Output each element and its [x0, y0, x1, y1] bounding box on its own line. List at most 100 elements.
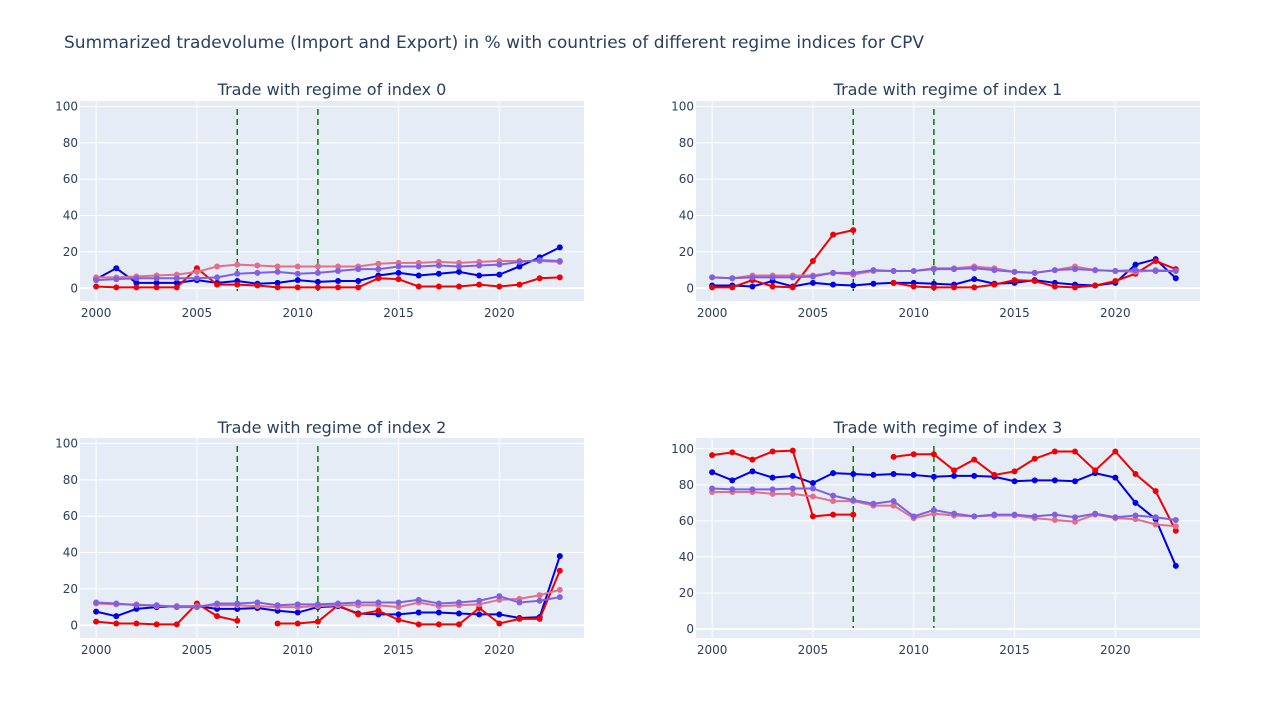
data-point	[133, 275, 140, 282]
data-point	[113, 600, 120, 607]
data-point	[930, 473, 937, 480]
data-point	[951, 266, 958, 273]
x-tick-label: 2020	[1100, 643, 1131, 657]
data-point	[375, 599, 382, 606]
subplot-title: Trade with regime of index 2	[217, 418, 447, 437]
data-point	[294, 277, 301, 284]
y-tick-label: 40	[63, 546, 78, 560]
data-point	[1112, 514, 1119, 521]
data-point	[830, 281, 837, 288]
x-tick-label: 2015	[383, 306, 414, 320]
y-tick-label: 60	[679, 172, 694, 186]
data-point	[556, 258, 563, 264]
data-point	[789, 485, 796, 492]
data-point	[1172, 268, 1179, 274]
data-point	[355, 284, 362, 291]
data-point	[850, 282, 857, 289]
x-tick-label: 2020	[484, 643, 515, 657]
data-point	[1152, 268, 1159, 274]
series-line	[711, 470, 1177, 567]
data-point	[93, 618, 100, 625]
data-point	[556, 567, 563, 574]
series-line	[711, 449, 854, 518]
x-tick-label: 2010	[898, 306, 929, 320]
series-3	[709, 265, 1179, 282]
data-point	[789, 274, 796, 281]
data-point	[375, 607, 382, 614]
data-point	[1152, 514, 1159, 521]
data-point	[274, 263, 281, 270]
subplot-2: 2000 2005 2010 2015 2020 0 20 40 60 80 100	[55, 436, 584, 657]
data-point	[476, 272, 483, 279]
y-tick-label: 0	[70, 281, 78, 295]
y-tick-label: 100	[671, 99, 694, 113]
data-point	[294, 270, 301, 277]
data-point	[1092, 510, 1099, 517]
data-point	[234, 600, 241, 607]
data-point	[809, 273, 816, 280]
data-point	[435, 621, 442, 628]
data-point	[769, 274, 776, 281]
data-point	[1011, 511, 1018, 518]
data-point	[709, 485, 716, 492]
data-point	[890, 502, 897, 509]
data-point	[536, 275, 543, 282]
data-point	[910, 283, 917, 290]
data-point	[536, 615, 543, 622]
data-point	[133, 284, 140, 291]
data-point	[729, 275, 736, 282]
data-point	[556, 553, 563, 560]
data-point	[850, 227, 857, 234]
data-point	[335, 263, 342, 270]
data-point	[415, 596, 422, 603]
data-point	[516, 258, 523, 265]
data-point	[294, 609, 301, 616]
data-point	[113, 276, 120, 283]
data-point	[709, 469, 716, 476]
data-point	[113, 613, 120, 620]
y-tick-label: 40	[679, 550, 694, 564]
data-point	[789, 472, 796, 479]
data-point	[294, 601, 301, 608]
data-point	[415, 263, 422, 270]
data-point	[516, 599, 523, 606]
data-point	[1092, 467, 1099, 474]
data-point	[294, 284, 301, 291]
data-point	[435, 270, 442, 277]
data-point	[254, 282, 261, 289]
data-point	[93, 277, 100, 284]
data-point	[971, 472, 978, 479]
data-point	[769, 283, 776, 290]
series-line	[712, 229, 854, 289]
data-point	[335, 278, 342, 284]
data-point	[749, 456, 756, 463]
data-point	[234, 281, 241, 288]
x-tick-label: 2000	[697, 306, 728, 320]
y-tick-label: 20	[63, 245, 78, 259]
data-point	[496, 620, 503, 627]
data-point	[1112, 474, 1119, 481]
data-point	[456, 263, 463, 270]
data-point	[234, 617, 241, 624]
data-point	[709, 274, 716, 281]
series-line	[96, 260, 560, 279]
y-tick-label: 60	[679, 514, 694, 528]
y-tick-label: 80	[679, 478, 694, 492]
y-tick-label: 80	[63, 136, 78, 150]
data-point	[1051, 267, 1058, 274]
x-tick-label: 2005	[798, 306, 829, 320]
data-point	[890, 268, 897, 274]
data-point	[395, 611, 402, 618]
data-point	[830, 498, 837, 505]
data-point	[536, 257, 543, 264]
data-point	[193, 268, 200, 275]
data-point	[709, 452, 716, 459]
data-point	[536, 597, 543, 604]
data-point	[314, 269, 321, 276]
subplot-title: Trade with regime of index 0	[217, 80, 447, 99]
data-point	[930, 266, 937, 273]
data-point	[496, 593, 503, 600]
data-point	[1132, 499, 1139, 506]
data-point	[556, 244, 563, 251]
data-point	[1051, 511, 1058, 518]
